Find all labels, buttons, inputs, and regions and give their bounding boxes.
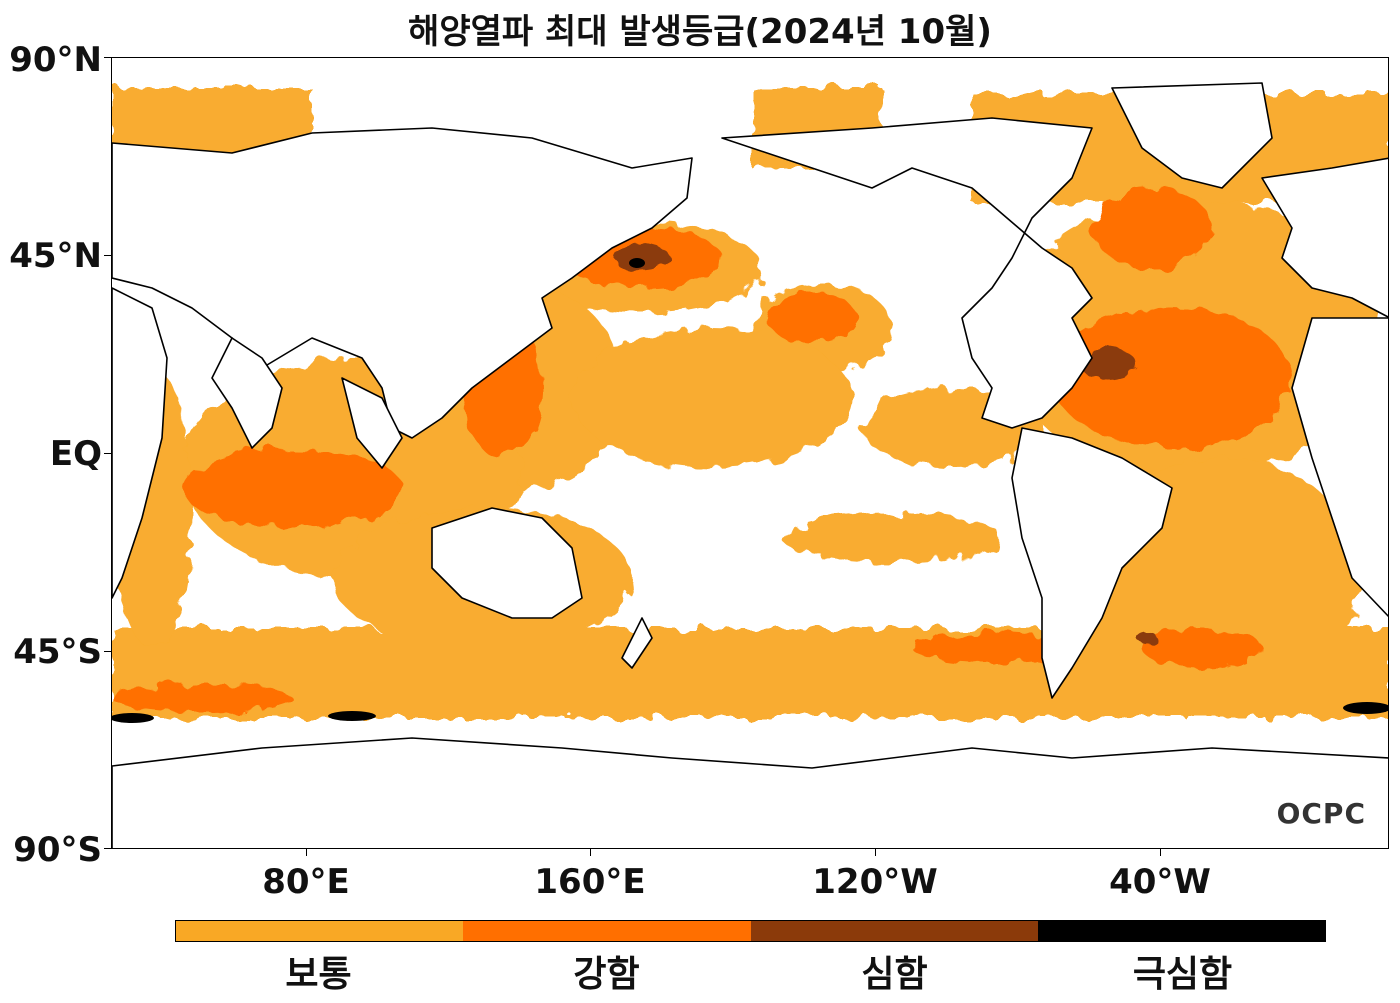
- legend-label-strong: 강함: [573, 954, 640, 995]
- legend-label-extreme: 극심함: [1132, 954, 1233, 995]
- lon-label-40w: 40°W: [1109, 862, 1211, 902]
- new-zealand-landmass: [621, 617, 653, 669]
- lat-tick: [104, 57, 111, 58]
- lon-tick: [590, 849, 591, 856]
- heatwave-severe-areas: [614, 244, 1157, 644]
- antarctica-landmass: [112, 737, 1388, 848]
- lat-label-90s: 90°S: [13, 830, 102, 870]
- lon-label-80e: 80°E: [262, 862, 350, 902]
- southeast-asia-landmass: [341, 377, 403, 469]
- lat-tick: [104, 848, 111, 849]
- africa-west-landmass: [1291, 317, 1388, 618]
- south-america-landmass: [1011, 427, 1173, 699]
- legend-swatch-strong: [463, 921, 751, 941]
- lon-tick: [875, 849, 876, 856]
- lat-label-eq: EQ: [49, 434, 102, 474]
- lat-tick: [104, 255, 111, 256]
- legend-colorbar: [175, 920, 1326, 942]
- north-america-landmass: [721, 117, 1093, 429]
- lat-tick: [104, 651, 111, 652]
- legend-swatch-severe: [750, 921, 1038, 941]
- australia-landmass: [431, 507, 583, 619]
- greenland-landmass: [1111, 82, 1273, 189]
- lat-label-45s: 45°S: [13, 632, 102, 672]
- lon-tick: [306, 849, 307, 856]
- lat-tick: [104, 453, 111, 454]
- lat-label-90n: 90°N: [9, 40, 102, 80]
- map-title: 해양열파 최대 발생등급(2024년 10월): [408, 12, 992, 52]
- africa-landmass: [112, 287, 168, 599]
- europe-landmass: [1261, 157, 1388, 318]
- map-svg: [112, 82, 1388, 848]
- lat-label-45n: 45°N: [9, 236, 102, 276]
- continents: [112, 82, 1388, 848]
- lon-tick: [1160, 849, 1161, 856]
- heatwave-extreme-areas: [112, 258, 1388, 723]
- heatwave-map: OCPC: [111, 57, 1389, 849]
- india-landmass: [211, 337, 283, 449]
- lon-label-120w: 120°W: [812, 862, 938, 902]
- legend-label-severe: 심함: [861, 954, 928, 995]
- legend-label-moderate: 보통: [285, 954, 352, 995]
- legend-swatch-moderate: [176, 921, 464, 941]
- legend-swatch-extreme: [1037, 921, 1325, 941]
- ocpc-logo: OCPC: [1276, 797, 1366, 830]
- lon-label-160e: 160°E: [534, 862, 646, 902]
